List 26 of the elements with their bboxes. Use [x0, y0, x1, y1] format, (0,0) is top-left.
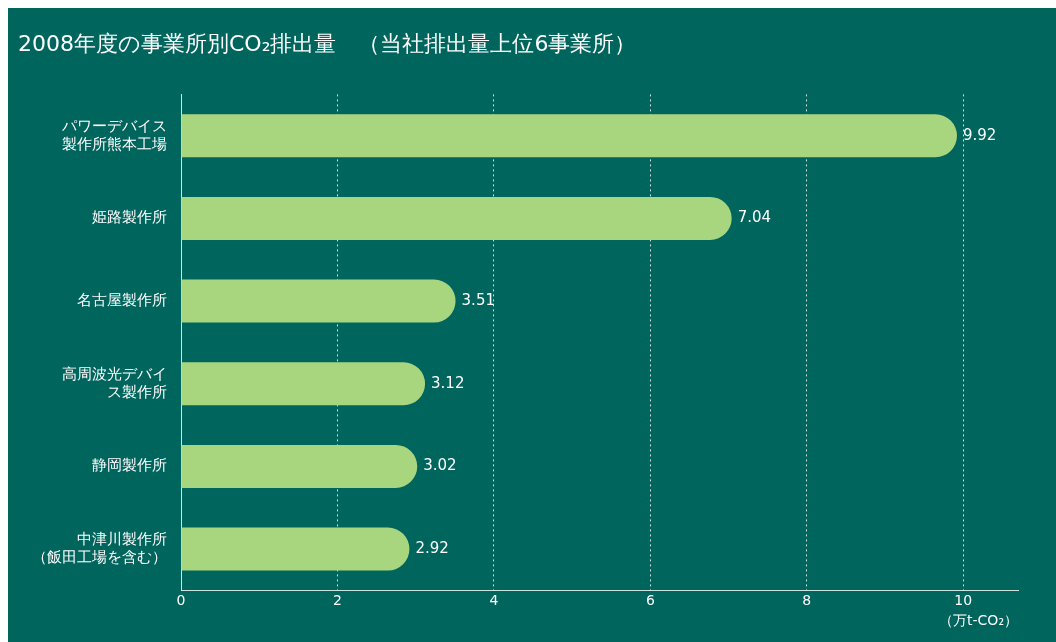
y-tick-label: 名古屋製作所 [77, 290, 167, 309]
data-label: 3.51 [461, 290, 495, 309]
y-tick-label: 静岡製作所 [92, 456, 167, 475]
data-label: 3.12 [431, 373, 465, 392]
x-tick-label: 6 [645, 592, 655, 609]
bar [181, 279, 456, 323]
x-tick-label: 2 [332, 592, 342, 609]
chart-title: 2008年度の事業所別CO₂排出量 （当社排出量上位6事業所） [18, 30, 637, 56]
bar [181, 444, 418, 488]
y-tick-label: 中津川製作所（飯田工場を含む） [32, 529, 167, 566]
bar [181, 362, 426, 406]
x-tick-label: 4 [489, 592, 499, 609]
x-tick-label: 0 [176, 592, 186, 609]
x-tick-label: 8 [802, 592, 812, 609]
data-label: 9.92 [962, 125, 997, 144]
bar [181, 527, 410, 571]
data-label: 2.92 [415, 538, 449, 557]
y-tick-label: 姫路製作所 [92, 208, 167, 227]
x-tick-label: 10 [954, 592, 973, 609]
bar [181, 114, 957, 158]
y-tick-label: パワーデバイス製作所熊本工場 [61, 116, 167, 153]
data-label: 7.04 [737, 208, 772, 227]
bar [181, 196, 732, 240]
x-axis-title: （万t-CO₂） [939, 612, 1018, 629]
data-label: 3.02 [423, 456, 457, 475]
y-tick-label: 高周波光デバイス製作所 [62, 364, 167, 401]
